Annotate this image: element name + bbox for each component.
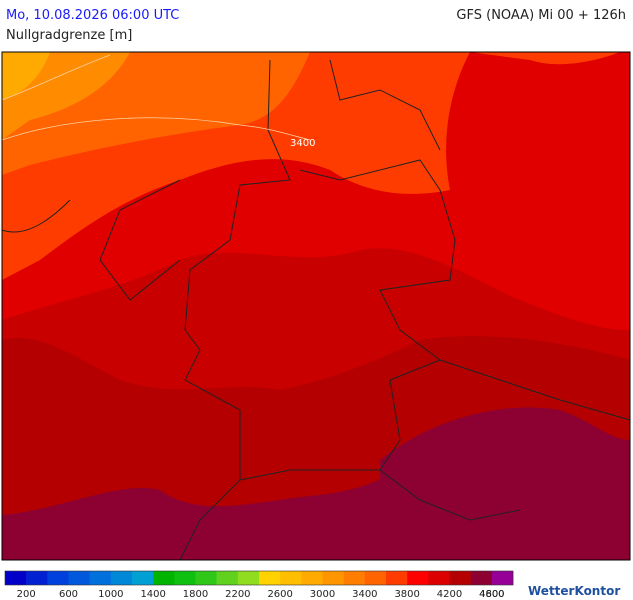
color-swatch xyxy=(110,571,133,585)
color-swatch xyxy=(301,571,323,585)
color-swatch xyxy=(280,571,302,585)
colorbar-label: 4200 xyxy=(437,589,462,600)
colorbar-label: 3000 xyxy=(310,589,335,600)
field xyxy=(2,470,400,560)
colorbar-label: 200 xyxy=(17,589,36,600)
colorbar-label: 3800 xyxy=(394,589,419,600)
colorbar-label: 2600 xyxy=(267,589,292,600)
color-swatch xyxy=(259,571,281,585)
subtitle: Nullgradgrenze [m] xyxy=(6,28,132,43)
colorbar-label: 4800 xyxy=(479,589,504,600)
color-swatch xyxy=(428,571,450,585)
color-swatch xyxy=(174,571,196,585)
colorbar-label: 2200 xyxy=(225,589,250,600)
colorbar-label: 3400 xyxy=(352,589,377,600)
field xyxy=(380,407,630,560)
color-swatch xyxy=(470,571,493,585)
color-swatch xyxy=(491,571,514,585)
color-swatch xyxy=(68,571,90,585)
field xyxy=(2,52,50,100)
contours xyxy=(1,54,311,141)
map: 3400 xyxy=(1,51,631,561)
color-swatch xyxy=(195,571,217,585)
color-swatch xyxy=(216,571,239,585)
contour-label: 3400 xyxy=(290,138,315,149)
colorbar-label: 4600 xyxy=(479,589,504,600)
color-swatch xyxy=(132,571,154,585)
color-swatch xyxy=(386,571,408,585)
color-swatch xyxy=(5,571,27,585)
color-swatch xyxy=(47,571,69,585)
color-swatch xyxy=(26,571,48,585)
colorbar-label: 600 xyxy=(59,589,78,600)
borders xyxy=(1,59,631,561)
colorbar: 200 600 1000 1400 1800 2200 2600 3000 3400 3800 42… xyxy=(4,570,514,600)
color-swatch xyxy=(153,571,175,585)
color-swatch xyxy=(322,571,344,585)
color-swatch xyxy=(364,571,387,585)
color-swatch xyxy=(407,571,429,585)
colorbar-label: 1000 xyxy=(98,589,123,600)
map-frame xyxy=(1,51,631,561)
model-run: GFS (NOAA) Mi 00 + 126h xyxy=(456,8,626,23)
color-swatch xyxy=(343,571,366,585)
color-swatch xyxy=(89,571,112,585)
field xyxy=(2,52,620,65)
brand: WetterKontor xyxy=(528,584,620,598)
color-swatch xyxy=(237,571,260,585)
title: Mo, 10.08.2026 06:00 UTC xyxy=(6,8,179,23)
colorbar-frame xyxy=(4,570,514,586)
color-swatch xyxy=(449,571,471,585)
colorbar-label: 1800 xyxy=(183,589,208,600)
colorbar-label: 1400 xyxy=(140,589,165,600)
